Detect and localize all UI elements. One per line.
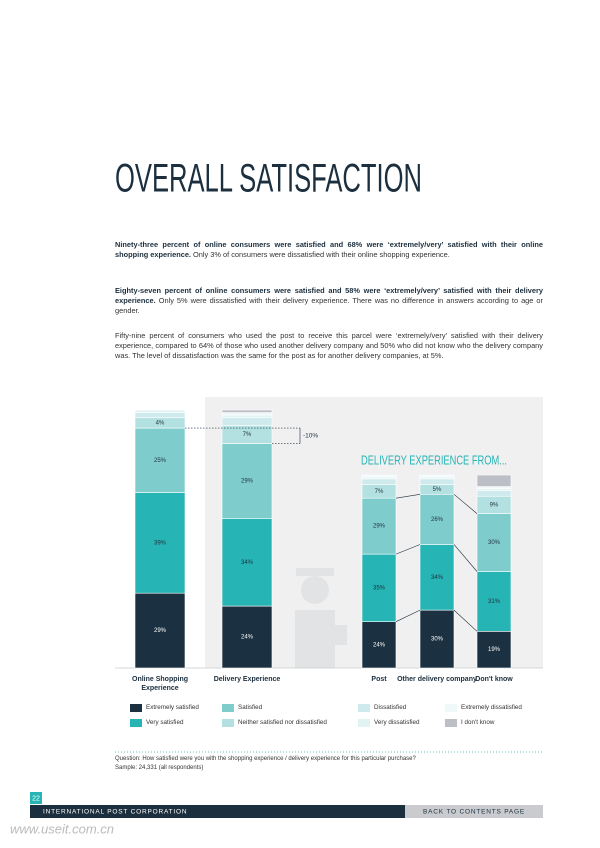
legend-swatch: [130, 704, 142, 712]
connector: [395, 609, 421, 622]
x-tick-label: Other delivery company: [397, 676, 477, 683]
value-label: 35%: [373, 585, 386, 591]
value-label: 9%: [490, 502, 499, 508]
page-title: OVERALL SATISFACTION: [115, 157, 422, 201]
bar-segment: [419, 609, 455, 669]
sample: Sample: 24,331 (all respondents): [115, 765, 204, 771]
footer-bar: [30, 805, 405, 818]
bar-segment: [476, 490, 512, 497]
value-label: 26%: [431, 517, 444, 523]
legend-label: Very satisfied: [146, 719, 184, 726]
bar-segment: [221, 417, 273, 426]
legend-label: Extremely satisfied: [146, 704, 199, 711]
x-tick-label: Online Shopping Experience: [132, 676, 188, 692]
value-label: 39%: [154, 540, 167, 546]
contents-link[interactable]: BACK TO CONTENTS PAGE: [423, 809, 525, 816]
bar-segment: [419, 544, 455, 611]
bar-segment: [361, 497, 397, 555]
legend-label: Neither satisfied nor dissatisfied: [238, 719, 327, 726]
bar-segment: [134, 592, 186, 669]
connector: [453, 494, 478, 514]
paragraph-bold: Eighty-seven percent of online consumers…: [115, 286, 543, 305]
bar-segment: [221, 412, 273, 416]
page-number: 22: [32, 795, 40, 802]
bar-segment: [476, 474, 512, 487]
legend-swatch: [358, 704, 370, 712]
bar-segment: [361, 478, 397, 485]
connector: [395, 494, 421, 499]
bar-segment: [361, 621, 397, 669]
chart-title: DELIVERY EXPERIENCE FROM...: [361, 452, 507, 467]
bar-segment: [419, 478, 455, 485]
value-label: 24%: [373, 642, 386, 648]
legend-swatch: [222, 719, 234, 727]
legend-swatch: [445, 704, 457, 712]
bar-segment: [476, 571, 512, 632]
value-label: 29%: [154, 628, 167, 634]
bar-segment: [221, 443, 273, 519]
footer-org: INTERNATIONAL POST CORPORATION: [43, 809, 187, 816]
watermark: www.useit.com.cn: [10, 821, 114, 836]
legend-swatch: [358, 719, 370, 727]
bar-segment: [361, 474, 397, 478]
postman-illustration: [295, 568, 347, 668]
value-label: 29%: [373, 524, 386, 530]
bar-segment: [221, 518, 273, 607]
legend-label: Dissatisfied: [374, 704, 407, 711]
connector: [453, 609, 478, 632]
value-label: 25%: [154, 458, 167, 464]
bar-segment: [221, 414, 273, 419]
legend-label: I don't know: [461, 719, 495, 726]
value-label: 19%: [488, 647, 501, 653]
x-tick-label: Post: [371, 676, 387, 683]
value-label: 7%: [375, 489, 384, 495]
bar-segment: [134, 409, 186, 413]
value-label: 30%: [488, 540, 501, 546]
paragraph-text: Only 3% of consumers were dissatisfied w…: [190, 250, 450, 259]
paragraph: Ninety-three percent of online consumers…: [115, 240, 543, 260]
value-label: 31%: [488, 599, 501, 605]
paragraph: Eighty-seven percent of online consumers…: [115, 286, 543, 316]
bar-segment: [134, 427, 186, 493]
paragraph-bold: Ninety-three percent of online consumers…: [115, 240, 543, 259]
question: Question: How satisfied were you with th…: [115, 756, 416, 762]
x-tick-label: Don't know: [475, 676, 513, 683]
value-label: 5%: [433, 487, 442, 493]
x-tick-label: Delivery Experience: [213, 676, 281, 683]
paragraph: Fifty-nine percent of consumers who used…: [115, 331, 543, 361]
legend-swatch: [222, 704, 234, 712]
connector: [453, 544, 478, 572]
paragraph-text: Only 5% were dissatisfied with their del…: [115, 296, 543, 315]
legend-swatch: [445, 719, 457, 727]
annotation: -10%: [303, 433, 318, 440]
value-label: 29%: [241, 479, 254, 485]
bar-segment: [134, 492, 186, 594]
bar-segment: [361, 553, 397, 622]
value-label: 34%: [431, 575, 444, 581]
value-label: 4%: [156, 420, 165, 426]
value-label: 34%: [241, 560, 254, 566]
bar-segment: [476, 513, 512, 572]
legend-label: Very dissatisfied: [374, 719, 420, 726]
value-label: 30%: [431, 637, 444, 643]
paragraph-text: Fifty-nine percent of consumers who used…: [115, 331, 543, 360]
bar-segment: [419, 474, 455, 478]
bar-segment: [134, 412, 186, 419]
connector: [395, 544, 421, 555]
legend-swatch: [130, 719, 142, 727]
page-number-box: [30, 792, 42, 804]
legend-label: Satisfied: [238, 704, 263, 711]
bar-segment: [476, 631, 512, 669]
legend-label: Extremely dissatisfied: [461, 704, 522, 711]
value-label: 7%: [243, 432, 252, 438]
contents-link-bar[interactable]: [405, 805, 543, 818]
value-label: 24%: [241, 635, 254, 641]
bar-segment: [221, 409, 273, 413]
